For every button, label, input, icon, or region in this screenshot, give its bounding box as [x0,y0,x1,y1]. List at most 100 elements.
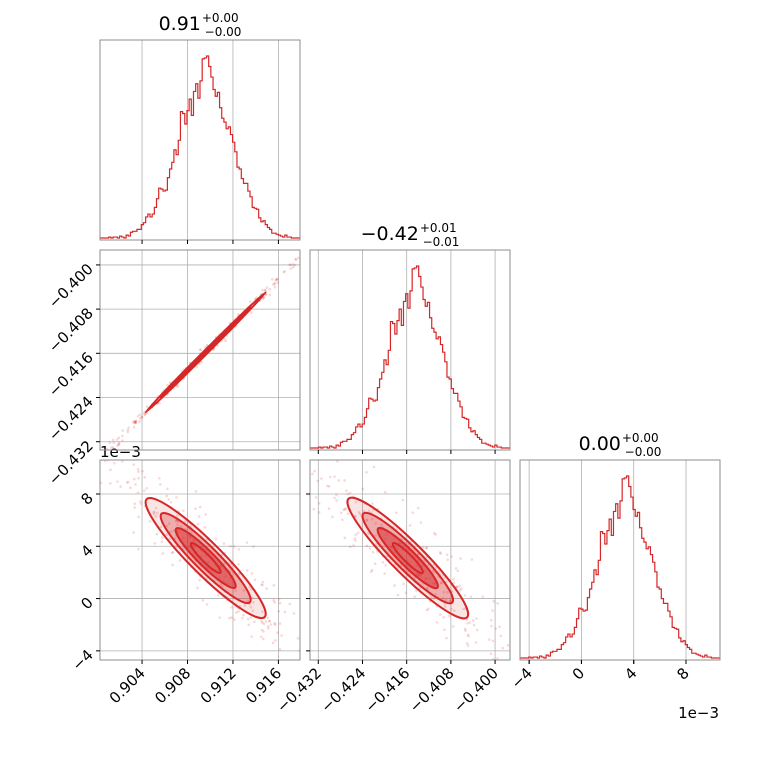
sample-point [134,420,138,423]
sample-point [275,277,279,281]
sample-point [203,526,207,529]
sample-point [424,546,428,550]
sample-point [201,599,205,602]
sample-point [242,613,245,617]
sample-point [160,536,164,540]
sample-point [81,432,84,435]
sample-point [158,483,162,486]
sample-point [272,583,276,587]
sample-point [442,590,446,594]
sample-point [301,658,304,661]
sample-point [439,552,443,555]
sample-point [137,547,140,551]
histogram-3 [520,475,720,659]
sample-point [198,578,202,582]
sample-point [293,263,297,267]
sample-point [196,586,199,590]
sample-point [171,563,174,567]
sample-point [282,270,286,274]
density-fill [377,527,438,589]
sample-point [134,421,137,425]
sample-point [276,277,279,281]
sample-point [142,411,146,415]
sample-point [103,460,107,463]
sample-point [134,421,137,424]
sample-point [138,420,141,423]
sample-point [274,278,278,282]
sample-point [286,479,289,482]
sample-point [154,515,158,518]
sample-point [249,605,253,609]
sample-point [374,534,377,537]
sample-point [140,415,144,419]
sample-point [96,488,99,491]
sample-point [311,472,314,476]
sample-point [464,629,467,632]
sample-point [327,485,331,488]
sample-point [369,570,373,573]
sample-point [234,589,237,592]
sample-point [131,421,135,424]
sample-point [260,628,264,632]
sample-point [261,288,264,292]
sample-point [121,434,124,438]
sample-point [228,616,231,620]
y-tick-label: 0 [77,594,96,613]
sample-point [214,537,218,541]
title-param-1: 0.91+0.00 −0.00 [159,11,242,39]
sample-point [252,545,255,548]
sample-point [432,597,436,600]
sample-point [271,462,274,465]
sample-point [383,572,386,575]
sample-point [274,639,277,642]
sample-point [467,634,470,638]
sample-point [497,668,500,671]
density-panel-2-1 [271,460,510,671]
sample-point [278,601,282,605]
sample-point [184,520,187,523]
sample-point [269,623,273,626]
sample-point [491,639,495,643]
sample-point [133,421,137,424]
sample-point [348,491,352,495]
sample-point [416,552,420,556]
sample-point [63,395,66,398]
sample-point [492,599,496,603]
sample-point [129,486,132,490]
sample-point [343,211,346,214]
sample-point [343,479,346,482]
sample-point [368,546,372,550]
sample-point [384,563,387,567]
sample-point [249,311,253,314]
sample-point [136,467,140,471]
sample-point [388,726,391,729]
sample-point [328,666,331,669]
sample-point [262,296,266,300]
sample-point [166,383,169,387]
sample-point [365,544,369,548]
sample-point [280,634,283,637]
sample-point [335,499,338,502]
sample-point [346,512,350,516]
sample-point [314,496,318,499]
sample-point [289,481,292,484]
sample-point [152,510,156,514]
sample-point [427,607,430,611]
sample-point [268,619,272,623]
sample-point [79,469,82,472]
sample-point [160,540,164,543]
sample-point [196,522,200,526]
sample-point [445,580,448,584]
sample-point [419,521,423,524]
sample-point [352,544,355,547]
sample-point [317,502,321,505]
sample-point [142,489,146,492]
sample-point [205,344,209,347]
x-offset-label: 1e−3 [678,704,719,722]
sample-point [145,486,149,490]
sample-point [74,487,77,490]
sample-point [246,617,250,621]
sample-point [303,622,306,625]
sample-point [273,623,277,626]
sample-point [249,616,253,619]
